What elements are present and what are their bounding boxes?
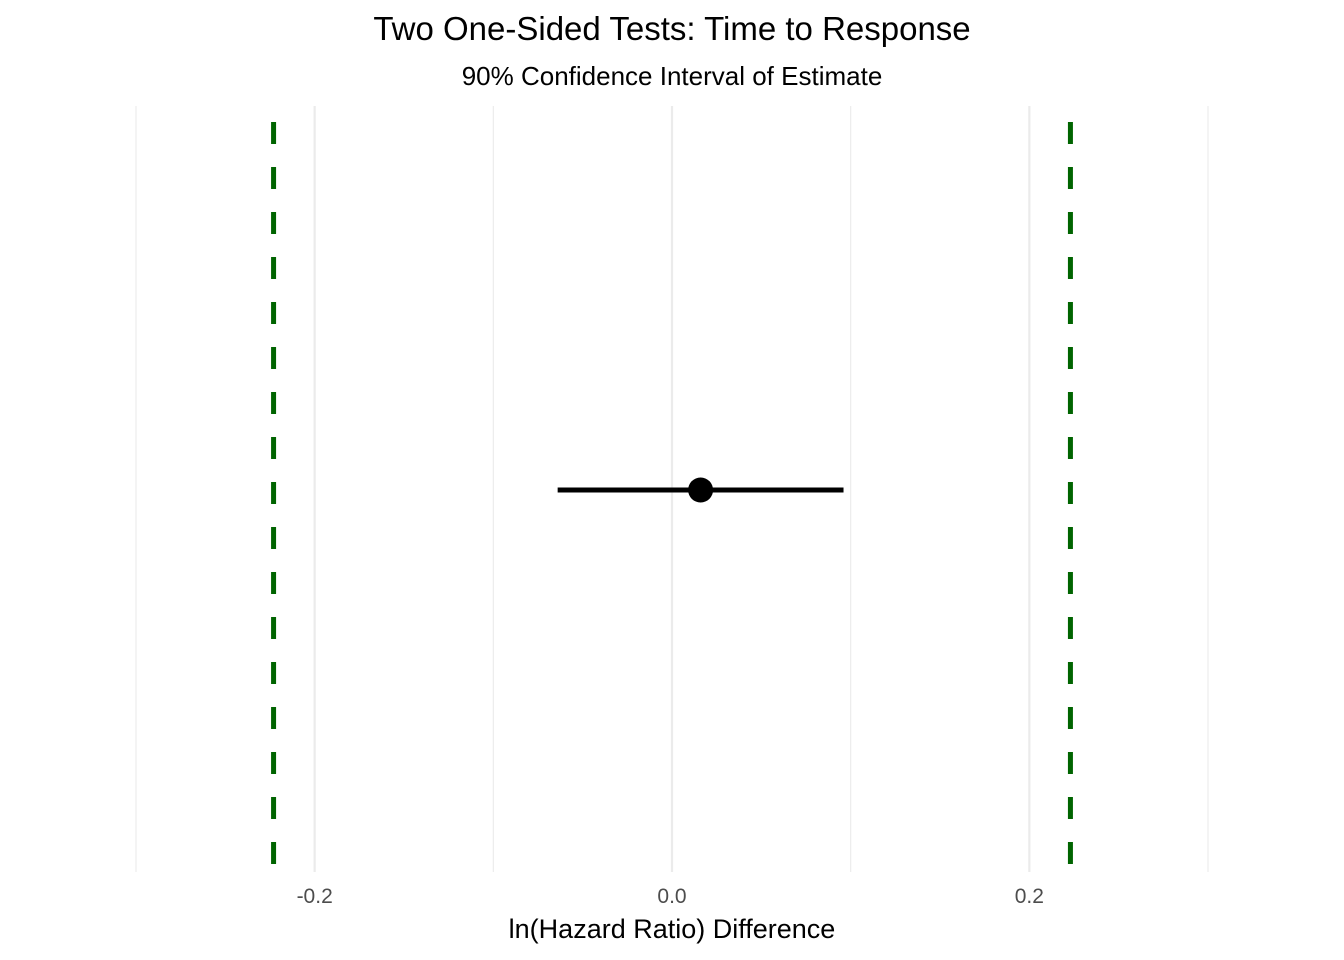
x-tick-label: 0.2: [1015, 885, 1044, 908]
grid-lines: [135, 106, 1209, 872]
equivalence-bounds: [271, 122, 1073, 872]
chart-subtitle: 90% Confidence Interval of Estimate: [462, 61, 883, 91]
x-axis-label: ln(Hazard Ratio) Difference: [509, 914, 836, 944]
point-estimate-marker: [688, 477, 714, 503]
estimate-interval: [557, 477, 844, 503]
x-axis-ticks: -0.2 0.0 0.2: [297, 885, 1044, 908]
x-tick-label: -0.2: [297, 885, 333, 908]
x-tick-label: 0.0: [657, 885, 686, 908]
chart-title: Two One-Sided Tests: Time to Response: [373, 10, 970, 47]
